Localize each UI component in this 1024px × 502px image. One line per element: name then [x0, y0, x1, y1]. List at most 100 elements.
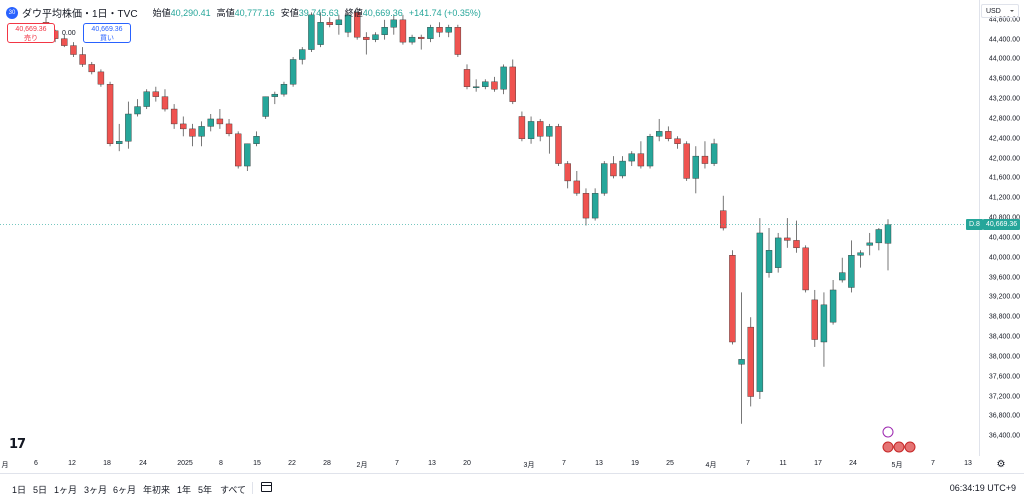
candle-up	[482, 81, 489, 87]
time-axis[interactable]: 月 6 12 18 24 2025 8 15 22 28 2月 7 13 20 3月 7 13 19 25 4月 7 11…	[0, 457, 979, 471]
candle-up	[601, 163, 608, 194]
price-tick-label: 38,400.00	[988, 333, 1020, 341]
calendar-icon[interactable]	[261, 482, 272, 492]
price-tick-label: 36,800.00	[988, 412, 1020, 420]
price-axis[interactable]: 44,800.00 44,400.00 44,000.00 43,600.00 43,2…	[980, 0, 1024, 456]
candle-up	[591, 193, 599, 219]
candle-up	[198, 126, 205, 137]
time-tick-label: 5月	[891, 462, 903, 469]
candle-up	[408, 36, 416, 43]
range-1y-button[interactable]: 1年	[177, 485, 192, 495]
price-tick-label: 44,800.00	[988, 16, 1020, 24]
candle-down	[582, 193, 590, 219]
clock-timezone[interactable]: 06:34:19 UTC+9	[949, 483, 1016, 493]
candlestick-chart[interactable]	[0, 0, 979, 456]
axis-settings-gear-icon[interactable]: ⚙	[996, 459, 1006, 470]
range-6m-button[interactable]: 6ヶ月	[113, 485, 137, 495]
candle-down	[720, 210, 727, 229]
time-tick-label: 22	[288, 460, 296, 467]
candle-down	[234, 133, 242, 167]
chart-area[interactable]	[0, 0, 980, 456]
range-5y-button[interactable]: 5年	[198, 485, 213, 495]
time-tick-label: 28	[323, 460, 331, 467]
candle-up	[875, 229, 883, 244]
event-lightning-icon[interactable]	[882, 426, 894, 438]
candle-down	[802, 247, 809, 291]
candle-up	[317, 22, 324, 45]
tradingview-logo-icon[interactable]: 𝟭𝟳	[9, 437, 26, 452]
range-3m-button[interactable]: 3ヶ月	[84, 485, 108, 495]
economic-event-flag-icon[interactable]	[893, 441, 905, 453]
economic-event-flag-icon[interactable]	[882, 441, 894, 453]
time-tick-label: 2025	[177, 460, 193, 467]
price-tick-label: 43,600.00	[988, 75, 1020, 83]
candle-down	[79, 54, 86, 65]
candle-down	[61, 38, 68, 46]
candle-up	[344, 14, 352, 33]
sell-button[interactable]: 40,669.36 売り	[7, 23, 55, 43]
candle-down	[701, 155, 709, 164]
toolbar-divider	[252, 482, 253, 494]
price-tick-label: 37,600.00	[988, 373, 1020, 381]
price-tick-label: 40,000.00	[988, 254, 1020, 262]
time-tick-label: 24	[139, 460, 147, 467]
candle-down	[225, 123, 233, 135]
candle-up	[289, 59, 297, 85]
price-tick-label: 39,200.00	[988, 293, 1020, 301]
candle-down	[564, 163, 571, 182]
time-tick-label: 月	[1, 462, 9, 469]
range-ytd-button[interactable]: 年初来	[143, 485, 171, 495]
time-tick-label: 7	[562, 460, 566, 467]
price-tick-label: 36,400.00	[988, 432, 1020, 440]
candle-down	[170, 108, 178, 125]
time-tick-label: 2月	[356, 462, 368, 469]
price-tick-label: 43,200.00	[988, 95, 1020, 103]
candle-down	[363, 36, 370, 40]
candle-down	[353, 12, 361, 38]
range-5d-button[interactable]: 5日	[33, 485, 48, 495]
dividend-badge[interactable]: D.8	[966, 218, 983, 230]
candle-down	[97, 71, 105, 85]
candle-up	[756, 232, 764, 392]
currency-selector[interactable]: USD	[981, 4, 1019, 18]
candle-up	[253, 136, 260, 144]
candle-up	[646, 136, 654, 167]
candle-up	[116, 141, 123, 144]
candle-down	[88, 64, 95, 73]
economic-event-flag-icon[interactable]	[904, 441, 916, 453]
time-tick-label: 4月	[705, 462, 717, 469]
price-tick-label: 41,600.00	[988, 174, 1020, 182]
candle-up	[125, 113, 132, 142]
time-tick-label: 13	[964, 460, 972, 467]
symbol-title[interactable]: ダウ平均株価・1日・TVC	[22, 9, 138, 20]
candle-up	[765, 250, 773, 273]
buy-button[interactable]: 40,669.36 買い	[83, 23, 131, 43]
price-tick-label: 44,400.00	[988, 36, 1020, 44]
time-tick-label: 6	[34, 460, 38, 467]
candle-down	[793, 240, 800, 249]
candle-up	[774, 237, 782, 268]
candle-up	[427, 27, 434, 39]
candle-up	[390, 19, 397, 28]
time-tick-label: 7	[395, 460, 399, 467]
time-tick-label: 20	[463, 460, 471, 467]
candle-up	[472, 86, 480, 88]
range-all-button[interactable]: すべて	[220, 485, 247, 495]
candle-down	[784, 237, 791, 241]
candle-down	[216, 118, 224, 125]
time-tick-label: 18	[103, 460, 111, 467]
time-tick-label: 7	[931, 460, 935, 467]
candle-up	[299, 49, 306, 60]
candle-down	[811, 299, 818, 340]
time-tick-label: 11	[779, 460, 787, 467]
candle-down	[665, 131, 672, 139]
time-tick-label: 3月	[523, 462, 535, 469]
time-tick-label: 15	[253, 460, 261, 467]
range-1m-button[interactable]: 1ヶ月	[54, 485, 78, 495]
range-1d-button[interactable]: 1日	[12, 485, 27, 495]
price-tick-label: 42,800.00	[988, 115, 1020, 123]
candle-down	[399, 19, 407, 43]
candle-up	[308, 14, 315, 50]
time-tick-label: 17	[814, 460, 822, 467]
candle-up	[839, 272, 846, 281]
